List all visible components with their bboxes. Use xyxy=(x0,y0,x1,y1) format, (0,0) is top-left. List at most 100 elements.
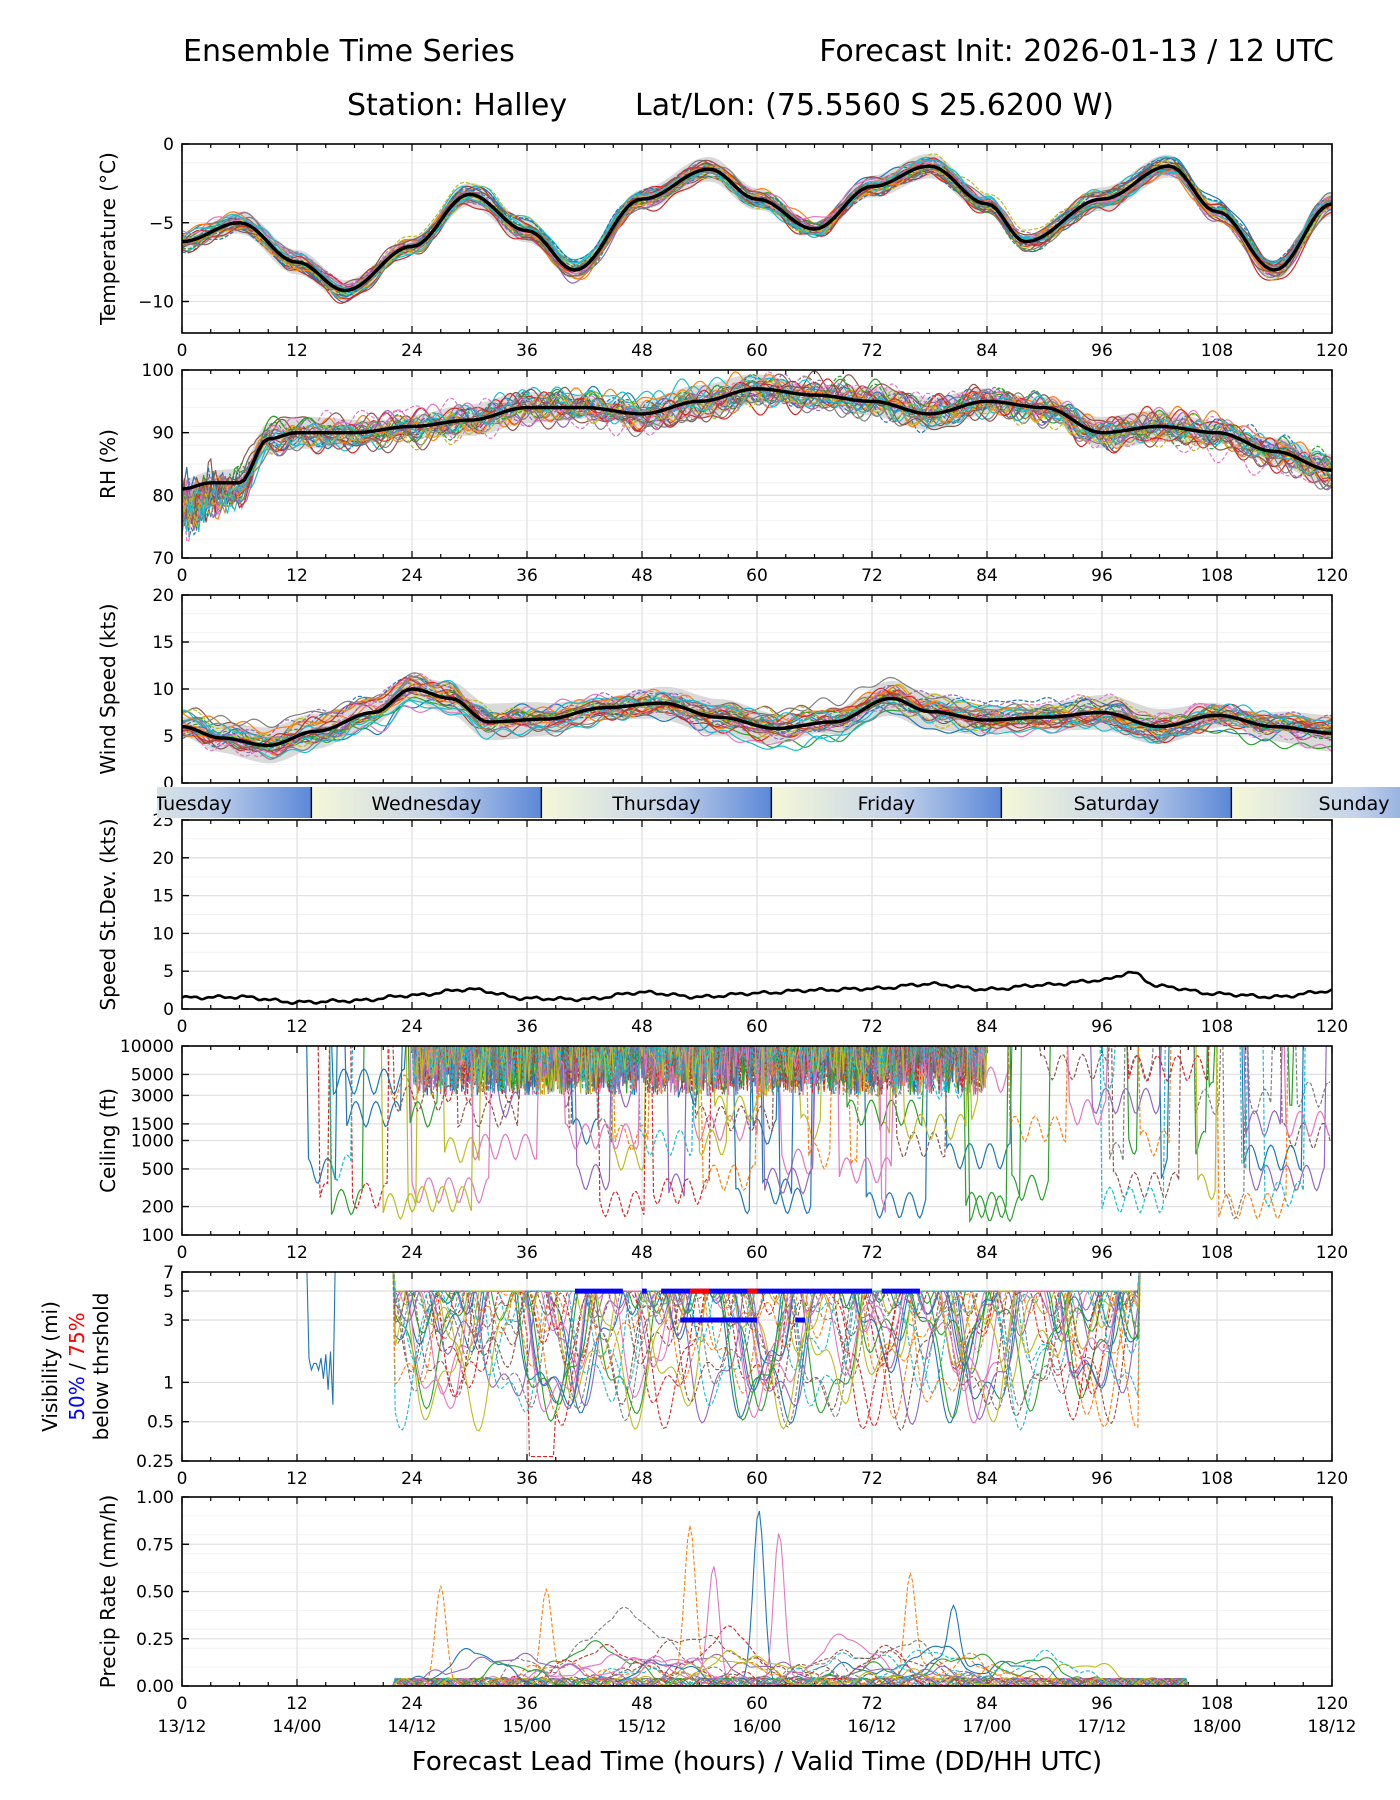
member-line xyxy=(392,1272,1140,1421)
y-tick-label: 0.00 xyxy=(136,1677,174,1697)
x-tick-label: 84 xyxy=(976,1017,998,1037)
member-line xyxy=(182,168,1332,292)
x-tick-label: 96 xyxy=(1091,341,1113,361)
member-line xyxy=(182,1650,1332,1686)
member-line xyxy=(182,1657,1332,1686)
x-tick-label: 0 xyxy=(177,341,188,361)
x-tick-label: 24 xyxy=(401,341,423,361)
member-line xyxy=(331,1046,988,1205)
y-tick-label: 0 xyxy=(163,1000,174,1020)
x-tick-label: 12 xyxy=(286,341,308,361)
x-tick-label: 60 xyxy=(746,1694,768,1714)
x-tick-label: 36 xyxy=(516,341,538,361)
x-tick-label: 60 xyxy=(746,1243,768,1263)
member-line xyxy=(393,1272,1140,1407)
y-tick-label: 20 xyxy=(152,586,174,606)
member-line xyxy=(182,153,1332,292)
x-tick-label: 60 xyxy=(746,341,768,361)
x-tick-label: 72 xyxy=(861,566,883,586)
member-line xyxy=(182,692,1332,746)
vis-legend-slash: / xyxy=(65,1357,89,1376)
x-tick-label: 108 xyxy=(1201,1694,1233,1714)
panel-7: 1.00 0.75 0.50 0.25 0.000 12 24 36 48 60 72 84 96 108… xyxy=(136,1488,1356,1737)
y-tick-label: 1000 xyxy=(131,1132,174,1152)
x-tick-label: 48 xyxy=(631,1694,653,1714)
weekday-label: Friday xyxy=(858,793,916,815)
panel-plot-area xyxy=(306,1046,1331,1224)
member-line xyxy=(182,1652,1332,1686)
panel-plot-area xyxy=(182,970,1332,1006)
x-tick-label: 108 xyxy=(1201,1469,1233,1489)
y-axis-label: Speed St.Dev. (kts) xyxy=(96,818,120,1010)
member-line xyxy=(411,1046,1154,1161)
panel-plot-area xyxy=(182,153,1332,304)
member-line xyxy=(182,1652,1332,1686)
x-tick-label: 24 xyxy=(401,1017,423,1037)
member-line xyxy=(392,1272,1140,1428)
x-tick-label: 72 xyxy=(861,1017,883,1037)
valid-time-label: 15/00 xyxy=(503,1717,552,1737)
x-tick-label: 108 xyxy=(1201,566,1233,586)
member-line xyxy=(411,1046,1218,1201)
y-tick-label: 15 xyxy=(152,887,174,907)
y-tick-label: 10 xyxy=(152,924,174,944)
x-tick-label: 36 xyxy=(516,1694,538,1714)
member-line xyxy=(409,1046,1013,1205)
x-tick-label: 60 xyxy=(746,1469,768,1489)
valid-time-label: 17/00 xyxy=(963,1717,1012,1737)
x-tick-label: 120 xyxy=(1316,1694,1348,1714)
panel-plot-area xyxy=(306,1272,1141,1458)
x-tick-label: 60 xyxy=(746,566,768,586)
x-tick-label: 48 xyxy=(631,566,653,586)
ensemble-mean-line xyxy=(182,164,1332,293)
x-tick-label: 120 xyxy=(1316,1469,1348,1489)
weekday-segment xyxy=(1231,787,1400,818)
x-tick-label: 108 xyxy=(1201,1243,1233,1263)
panel-3: 20 15 10 5 0 xyxy=(152,586,1333,794)
member-line xyxy=(306,1272,1140,1425)
y-tick-label: 0.75 xyxy=(136,1535,174,1555)
member-line xyxy=(182,1655,1332,1686)
y-tick-label: 0.5 xyxy=(147,1413,174,1433)
member-line xyxy=(415,1046,1109,1185)
x-axis-label: Forecast Lead Time (hours) / Valid Time … xyxy=(412,1747,1102,1777)
forecast-init: Forecast Init: 2026-01-13 / 12 UTC xyxy=(819,34,1334,69)
y-tick-label: 5 xyxy=(163,962,174,982)
member-line xyxy=(182,1657,1332,1686)
valid-time-label: 18/12 xyxy=(1308,1717,1357,1737)
x-tick-label: 96 xyxy=(1091,1694,1113,1714)
ensemble-mean-line xyxy=(182,387,1332,491)
y-tick-label: 7 xyxy=(163,1263,174,1283)
member-line xyxy=(182,672,1332,757)
y-tick-label: 200 xyxy=(142,1198,174,1218)
y-axis-label-extra: below thrshold xyxy=(89,1293,113,1441)
y-tick-label: 3 xyxy=(163,1311,174,1331)
x-tick-label: 60 xyxy=(746,1017,768,1037)
x-tick-label: 36 xyxy=(516,566,538,586)
x-tick-label: 0 xyxy=(177,1694,188,1714)
member-line xyxy=(182,375,1332,517)
y-tick-label: 0 xyxy=(163,135,174,155)
x-tick-label: 12 xyxy=(286,566,308,586)
y-tick-label: 0.25 xyxy=(136,1452,174,1472)
x-tick-label: 96 xyxy=(1091,1017,1113,1037)
x-tick-label: 48 xyxy=(631,1243,653,1263)
member-line xyxy=(182,682,1332,741)
panel-frame xyxy=(181,594,1333,784)
panel-plot-area xyxy=(182,370,1332,543)
x-tick-label: 24 xyxy=(401,1469,423,1489)
panel-frame xyxy=(181,1496,1333,1687)
member-line xyxy=(414,1046,1331,1150)
valid-time-label: 15/12 xyxy=(618,1717,667,1737)
x-tick-label: 24 xyxy=(401,566,423,586)
member-line xyxy=(393,1272,1141,1419)
weekday-label: Sunday xyxy=(1318,793,1389,815)
x-tick-label: 48 xyxy=(631,341,653,361)
valid-time-label: 14/00 xyxy=(273,1717,322,1737)
y-tick-label: 5 xyxy=(163,727,174,747)
weekday-segment xyxy=(1001,787,1232,818)
x-tick-label: 36 xyxy=(516,1017,538,1037)
panel-6: 75 3 1 0.5 0.250 12 24 36 48 60 72 84 96 108 120 xyxy=(136,1263,1348,1489)
